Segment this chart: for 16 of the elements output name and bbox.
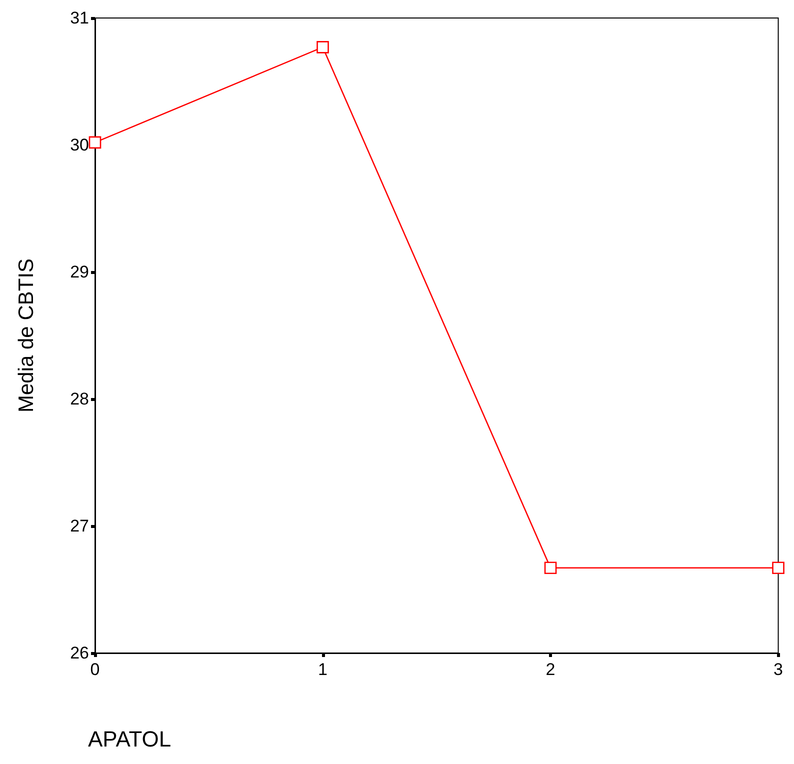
- y-tick-label: 27: [70, 516, 89, 536]
- y-tick-label: 26: [70, 644, 89, 662]
- y-axis-title: Media de CBTIS: [15, 258, 38, 413]
- point: [88, 136, 102, 149]
- x-tick-label: 1: [318, 660, 328, 679]
- point: [772, 562, 784, 574]
- y-tick-label: 31: [70, 8, 89, 28]
- point: [544, 562, 557, 574]
- y-tick-label: 28: [70, 390, 89, 408]
- x-tick-label: 3: [774, 660, 784, 679]
- y-tick-label: 29: [70, 262, 89, 282]
- y-tick-label: 30: [70, 136, 89, 154]
- x-tick-label: 0: [90, 660, 100, 679]
- x-tick-label: 2: [546, 660, 556, 679]
- x-axis-title: APATOL: [88, 726, 172, 752]
- point: [316, 41, 329, 54]
